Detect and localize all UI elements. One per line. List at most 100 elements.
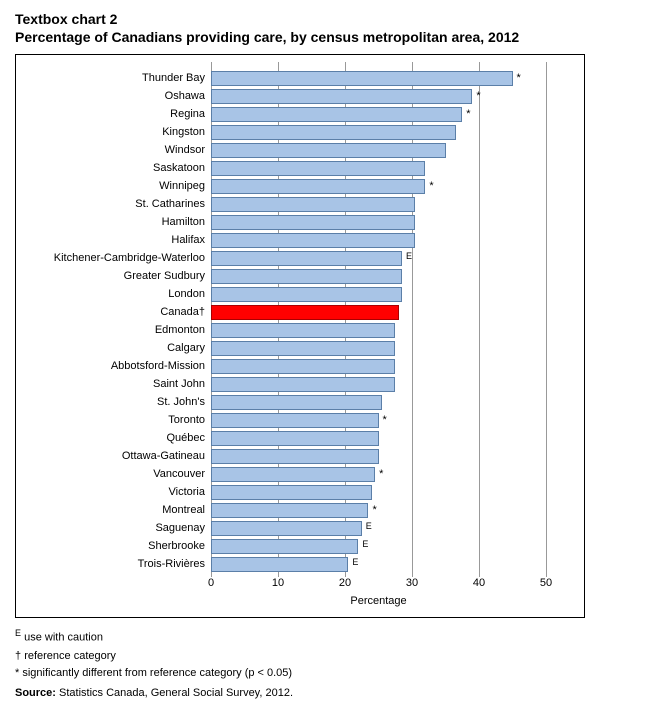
bar [211,251,402,266]
y-axis-label: Ottawa-Gatineau [16,447,211,465]
caution-marker-icon: E [352,553,358,571]
y-axis-label: Toronto [16,411,211,429]
y-axis-label: Edmonton [16,321,211,339]
marker-cell [546,339,576,357]
marker-cell [546,159,576,177]
marker-cell: * [546,105,576,123]
bar [211,179,425,194]
bar [211,503,368,518]
sig-marker-icon: * [383,411,387,429]
caution-marker-icon: E [406,247,412,265]
bar-row [211,429,546,447]
y-axis-label: St. John's [16,393,211,411]
bar [211,161,425,176]
bar-row [211,267,546,285]
bar-row [211,177,546,195]
sig-marker-icon: * [517,69,521,87]
bar [211,269,402,284]
x-tick-label: 50 [540,577,552,589]
y-axis-label: Vancouver [16,465,211,483]
bar [211,89,472,104]
bar-row [211,537,546,555]
marker-cell: * [546,411,576,429]
bar [211,449,379,464]
source-line: Source: Statistics Canada, General Socia… [15,685,630,703]
marker-cell: * [546,87,576,105]
bar-row [211,555,546,573]
bar [211,287,402,302]
bar-row [211,411,546,429]
plot-wrapper: Thunder BayOshawaReginaKingstonWindsorSa… [16,69,584,573]
bar-row [211,375,546,393]
marker-cell [546,195,576,213]
footnotes: E use with caution † reference category … [15,626,630,702]
bar [211,215,415,230]
y-axis-label: Canada† [16,303,211,321]
bar-row [211,141,546,159]
bar-row [211,501,546,519]
y-axis-label: London [16,285,211,303]
x-axis-title: Percentage [211,595,546,617]
x-tick-label: 30 [406,577,418,589]
bar-row [211,195,546,213]
x-tick-label: 20 [339,577,351,589]
bar [211,107,462,122]
x-tick-label: 0 [208,577,214,589]
bar-row [211,339,546,357]
marker-cell [546,123,576,141]
marker-cell: * [546,465,576,483]
y-axis-label: Québec [16,429,211,447]
x-axis: 01020304050 [211,573,546,595]
y-axis-label: Kingston [16,123,211,141]
y-axis-label: Thunder Bay [16,69,211,87]
bar [211,341,395,356]
y-axis-label: St. Catharines [16,195,211,213]
bar [211,395,382,410]
marker-cell [546,213,576,231]
y-axis-label: Saskatoon [16,159,211,177]
marker-cell [546,357,576,375]
bar [211,197,415,212]
bar-row [211,303,546,321]
bar-highlight [211,305,399,320]
y-axis-label: Saguenay [16,519,211,537]
y-axis-label: Winnipeg [16,177,211,195]
bar [211,557,348,572]
bar [211,71,513,86]
caution-marker-icon: E [362,535,368,553]
y-axis-label: Oshawa [16,87,211,105]
y-axis-label: Hamilton [16,213,211,231]
x-tick-label: 10 [272,577,284,589]
footnote-dagger: † reference category [15,648,630,666]
marker-cell [546,231,576,249]
y-axis-label: Montreal [16,501,211,519]
bar [211,485,372,500]
marker-cell [546,429,576,447]
bar [211,359,395,374]
bar-row [211,321,546,339]
bar [211,467,375,482]
marker-cell [546,447,576,465]
bar-row [211,447,546,465]
bar [211,323,395,338]
sig-marker-icon: * [379,465,383,483]
marker-cell: E [546,537,576,555]
marker-cell [546,321,576,339]
marker-cell [546,285,576,303]
bar-row [211,393,546,411]
marker-cell: * [546,177,576,195]
sig-marker-icon: * [372,501,376,519]
bar [211,143,446,158]
bar-row [211,231,546,249]
marker-cell [546,375,576,393]
bar-row [211,159,546,177]
bar-row [211,213,546,231]
marker-cell [546,267,576,285]
bar-row [211,87,546,105]
footnote-e: E use with caution [15,626,630,647]
marker-cell [546,483,576,501]
bar [211,377,395,392]
bar [211,521,362,536]
plot-region [211,69,546,573]
y-axis-label: Trois-Rivières [16,555,211,573]
